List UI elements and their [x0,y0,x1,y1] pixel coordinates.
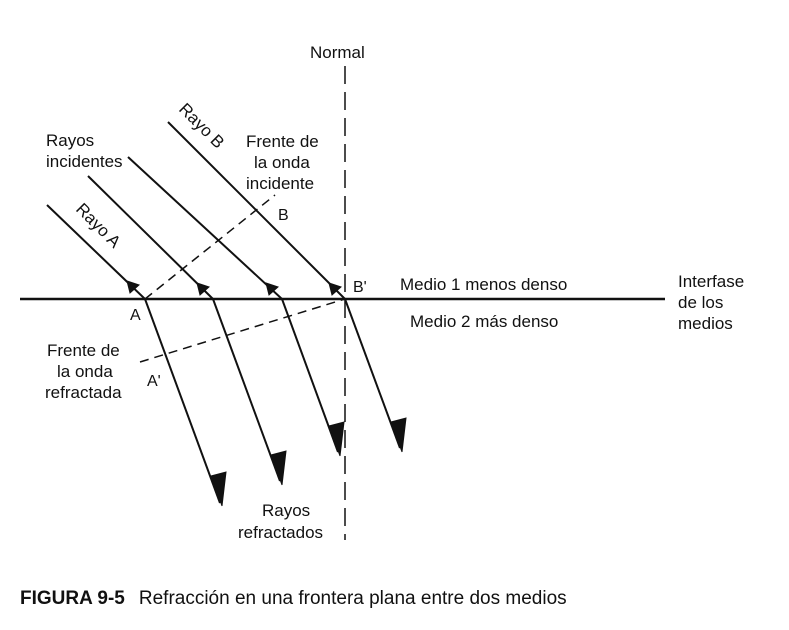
incident-ray-3 [127,156,283,300]
caption-text: Refracción en una frontera plana entre d… [138,588,567,609]
refracted-ray-3-arrow [328,421,345,457]
rayos-refractados-label-1: Rayos [262,501,310,520]
refracted-ray-2-arrow [270,450,287,486]
incident-wavefront [144,194,276,300]
rayo-a-label: Rayo A [72,199,125,252]
frente-refractada-label-1: Frente de [47,341,120,360]
frente-incidente-label-2: la onda [254,153,310,172]
rayos-incidentes-label-2: incidentes [46,152,123,171]
medio-1-label: Medio 1 menos denso [400,275,567,294]
point-b-label: B [278,207,289,224]
frente-incidente-label-3: incidente [246,174,314,193]
refracted-ray-b [344,298,401,449]
refraction-diagram: Normal Rayo B Rayo A Rayos incidentes Fr… [20,43,744,542]
interfase-label-2: de los [678,293,723,312]
refracted-ray-b-arrow [390,417,407,453]
rayo-b-label: Rayo B [175,99,228,152]
figure-caption: FIGURA 9-5 Refracción en una frontera pla… [20,588,567,610]
svg-text:Rayo B: Rayo B [175,99,228,152]
refracted-ray-2 [212,298,281,482]
incident-ray-2-arrow [196,282,210,296]
incident-ray-3-arrow [265,282,279,296]
refracted-ray-a-arrow [210,471,227,507]
frente-refractada-label-2: la onda [57,362,113,381]
interfase-label-1: Interfase [678,272,744,291]
refracted-ray-a [144,298,221,504]
svg-text:Rayo A: Rayo A [72,199,125,252]
point-a-label: A [130,307,141,324]
rayos-incidentes-label-1: Rayos [46,131,94,150]
incident-ray-b-arrow [328,282,342,296]
figure-number: FIGURA 9-5 [20,588,125,609]
frente-refractada-label-3: refractada [45,383,122,402]
frente-incidente-label-1: Frente de [246,132,319,151]
point-b-prime-label: B' [353,279,367,296]
rayos-refractados-label-2: refractados [238,523,323,542]
incident-ray-a-arrow [126,280,140,294]
point-a-prime-label: A' [147,373,161,390]
interfase-label-3: medios [678,314,733,333]
medio-2-label: Medio 2 más denso [410,312,558,331]
refracted-wavefront [139,298,346,363]
incident-ray-2 [87,175,214,300]
normal-label: Normal [310,43,365,62]
